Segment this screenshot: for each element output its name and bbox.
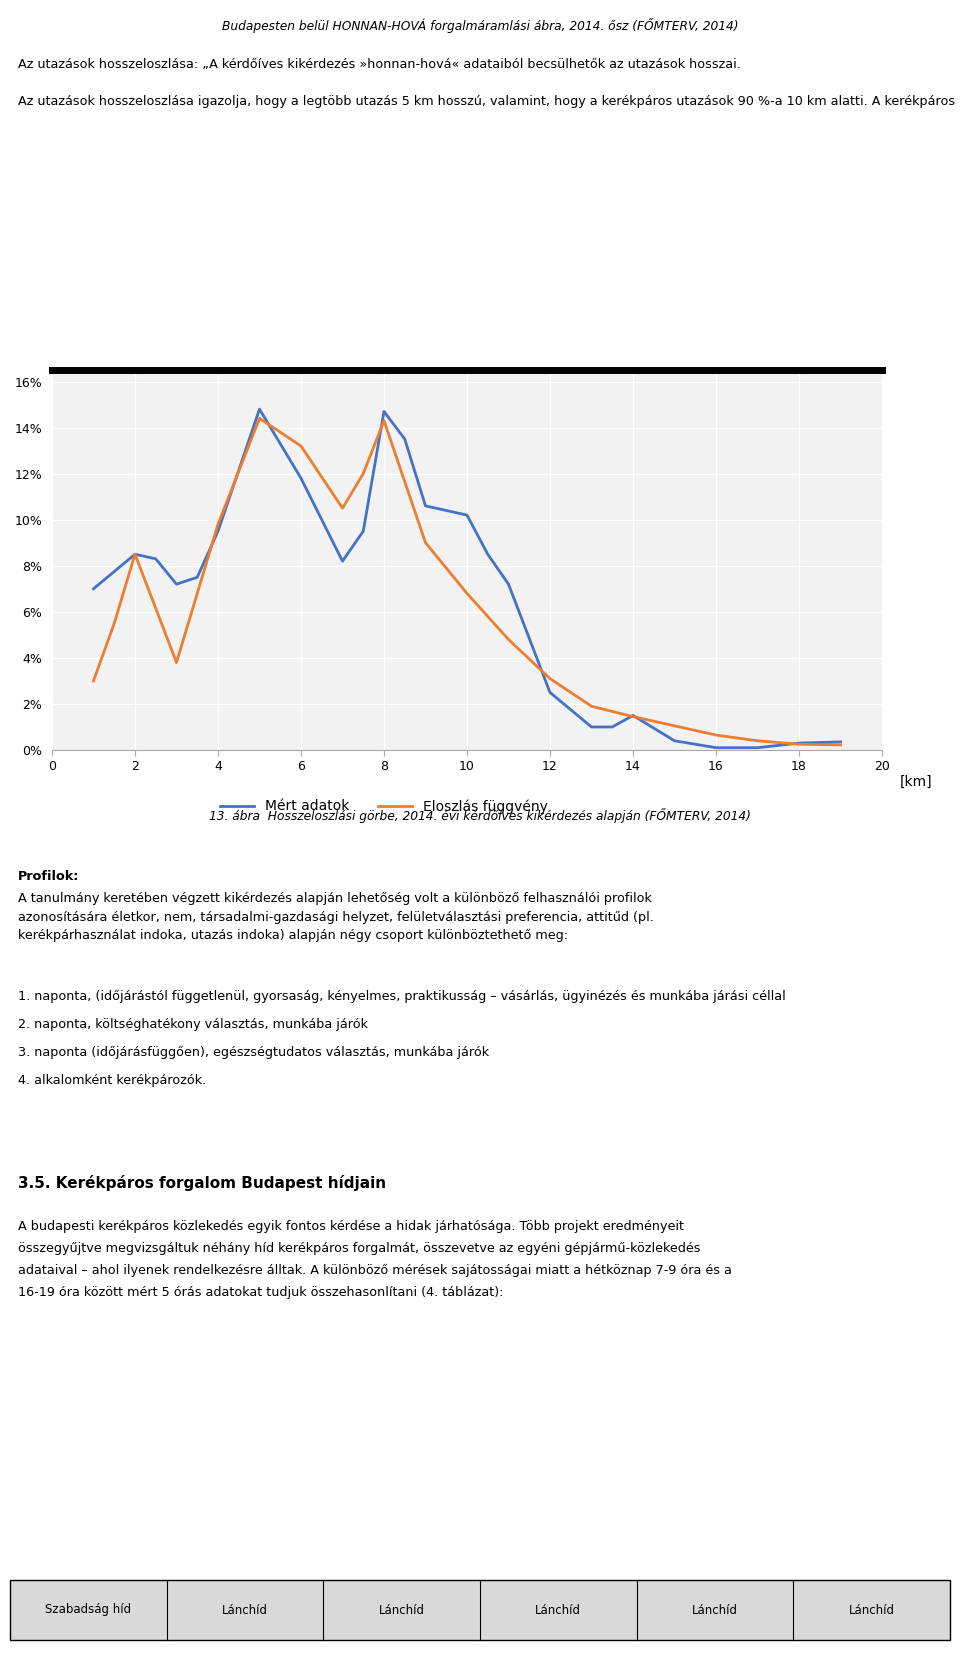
Text: 1. naponta, (időjárástól függetlenül, gyorsaság, kényelmes, praktikusság – vásár: 1. naponta, (időjárástól függetlenül, gy… bbox=[18, 990, 785, 1003]
Mért adatok bbox=[586, 718, 597, 737]
Text: [km]: [km] bbox=[900, 776, 932, 789]
Mért adatok bbox=[835, 733, 847, 752]
Eloszlás függvény bbox=[378, 410, 390, 430]
Eloszlás függvény bbox=[357, 463, 369, 483]
Text: összegyűjtve megvizsgáltuk néhány híd kerékpáros forgalmát, összevetve az egyéni: összegyűjtve megvizsgáltuk néhány híd ke… bbox=[18, 1242, 701, 1256]
Eloszlás függvény bbox=[752, 731, 763, 751]
Eloszlás függvény bbox=[544, 669, 556, 689]
Line: Eloszlás függvény: Eloszlás függvény bbox=[93, 419, 841, 744]
Mért adatok bbox=[710, 737, 722, 757]
Eloszlás függvény bbox=[835, 734, 847, 754]
Eloszlás függvény bbox=[212, 515, 224, 535]
Eloszlás függvény bbox=[108, 613, 120, 633]
Eloszlás függvény bbox=[296, 437, 307, 457]
Text: Lánchíd: Lánchíd bbox=[378, 1603, 424, 1616]
Eloszlás függvény bbox=[461, 583, 472, 603]
Legend: Mért adatok, Eloszlás függvény: Mért adatok, Eloszlás függvény bbox=[214, 794, 554, 819]
Mért adatok bbox=[441, 500, 452, 520]
Text: Lánchíd: Lánchíd bbox=[849, 1603, 895, 1616]
Mért adatok bbox=[461, 505, 472, 525]
Mért adatok bbox=[212, 522, 224, 541]
Text: Szabadság híd: Szabadság híd bbox=[45, 1603, 132, 1616]
Text: Budapesten belül HONNAN-HOVÁ forgalmáramlási ábra, 2014. ősz (FŐMTERV, 2014): Budapesten belül HONNAN-HOVÁ forgalmáram… bbox=[222, 18, 738, 33]
Eloszlás függvény bbox=[710, 726, 722, 746]
Text: 3.5. Kerékpáros forgalom Budapest hídjain: 3.5. Kerékpáros forgalom Budapest hídjai… bbox=[18, 1174, 386, 1191]
Mért adatok bbox=[357, 522, 369, 541]
Text: Lánchíd: Lánchíd bbox=[536, 1603, 582, 1616]
Text: A budapesti kerékpáros közlekedés egyik fontos kérdése a hidak járhatósága. Több: A budapesti kerékpáros közlekedés egyik … bbox=[18, 1219, 684, 1232]
Mért adatok bbox=[503, 575, 515, 595]
Mért adatok bbox=[337, 551, 348, 571]
Eloszlás függvény bbox=[669, 716, 681, 736]
Mért adatok bbox=[87, 578, 99, 598]
Mért adatok bbox=[752, 737, 763, 757]
Eloszlás függvény bbox=[503, 630, 515, 649]
Mért adatok bbox=[150, 548, 161, 568]
Eloszlás függvény bbox=[627, 706, 638, 726]
Mért adatok bbox=[171, 575, 182, 595]
Eloszlás függvény bbox=[87, 671, 99, 691]
Line: Mért adatok: Mért adatok bbox=[93, 409, 841, 747]
Eloszlás függvény bbox=[130, 545, 141, 565]
Text: 2. naponta, költséghatékony választás, munkába járók: 2. naponta, költséghatékony választás, m… bbox=[18, 1018, 368, 1031]
Eloszlás függvény bbox=[586, 696, 597, 716]
Eloszlás függvény bbox=[253, 409, 265, 429]
Mért adatok bbox=[378, 402, 390, 422]
Text: 16-19 óra között mért 5 órás adatokat tudjuk összehasonlítani (4. táblázat):: 16-19 óra között mért 5 órás adatokat tu… bbox=[18, 1286, 503, 1299]
Eloszlás függvény bbox=[337, 498, 348, 518]
Eloszlás függvény bbox=[420, 533, 431, 553]
Mért adatok bbox=[793, 733, 804, 752]
Eloszlás függvény bbox=[171, 653, 182, 673]
Text: 13. ábra  Hosszeloszlási görbe, 2014. évi kérdőíves kikérdezés alapján (FŐMTERV,: 13. ábra Hosszeloszlási görbe, 2014. évi… bbox=[209, 807, 751, 822]
Mért adatok bbox=[482, 545, 493, 565]
Mért adatok bbox=[627, 706, 638, 726]
Mért adatok bbox=[253, 399, 265, 419]
Eloszlás függvény bbox=[793, 734, 804, 754]
Text: Lánchíd: Lánchíd bbox=[222, 1603, 268, 1616]
Text: adataival – ahol ilyenek rendelkezésre álltak. A különböző mérések sajátosságai : adataival – ahol ilyenek rendelkezésre á… bbox=[18, 1264, 732, 1277]
Mért adatok bbox=[130, 545, 141, 565]
Text: 4. alkalomként kerékpározók.: 4. alkalomként kerékpározók. bbox=[18, 1075, 206, 1086]
Text: A tanulmány keretében végzett kikérdezés alapján lehetőség volt a különböző felh: A tanulmány keretében végzett kikérdezés… bbox=[18, 892, 654, 942]
Text: Az utazások hosszeloszlása: „A kérdőíves kikérdezés »honnan-hová« adataiból becs: Az utazások hosszeloszlása: „A kérdőíves… bbox=[18, 58, 741, 71]
Mért adatok bbox=[420, 497, 431, 517]
Mért adatok bbox=[607, 718, 618, 737]
Mért adatok bbox=[399, 429, 411, 448]
Bar bbox=[10, 1580, 950, 1639]
Mért adatok bbox=[296, 468, 307, 488]
Mért adatok bbox=[191, 568, 203, 588]
Mért adatok bbox=[544, 683, 556, 703]
Text: 3. naponta (időjárásfüggően), egészségtudatos választás, munkába járók: 3. naponta (időjárásfüggően), egészségtu… bbox=[18, 1046, 490, 1060]
Text: Lánchíd: Lánchíd bbox=[692, 1603, 738, 1616]
Text: Profilok:: Profilok: bbox=[18, 870, 80, 884]
Text: Az utazások hosszeloszlása igazolja, hogy a legtöbb utazás 5 km hosszú, valamint: Az utazások hosszeloszlása igazolja, hog… bbox=[18, 95, 960, 108]
Mért adatok bbox=[669, 731, 681, 751]
